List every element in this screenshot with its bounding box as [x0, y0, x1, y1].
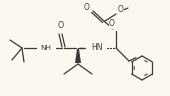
Polygon shape [75, 49, 81, 63]
Text: O: O [118, 5, 124, 14]
Text: HN: HN [91, 43, 103, 53]
Text: O: O [84, 2, 90, 12]
Text: O: O [109, 19, 115, 29]
Text: O: O [58, 21, 64, 29]
Text: NH: NH [40, 45, 52, 51]
